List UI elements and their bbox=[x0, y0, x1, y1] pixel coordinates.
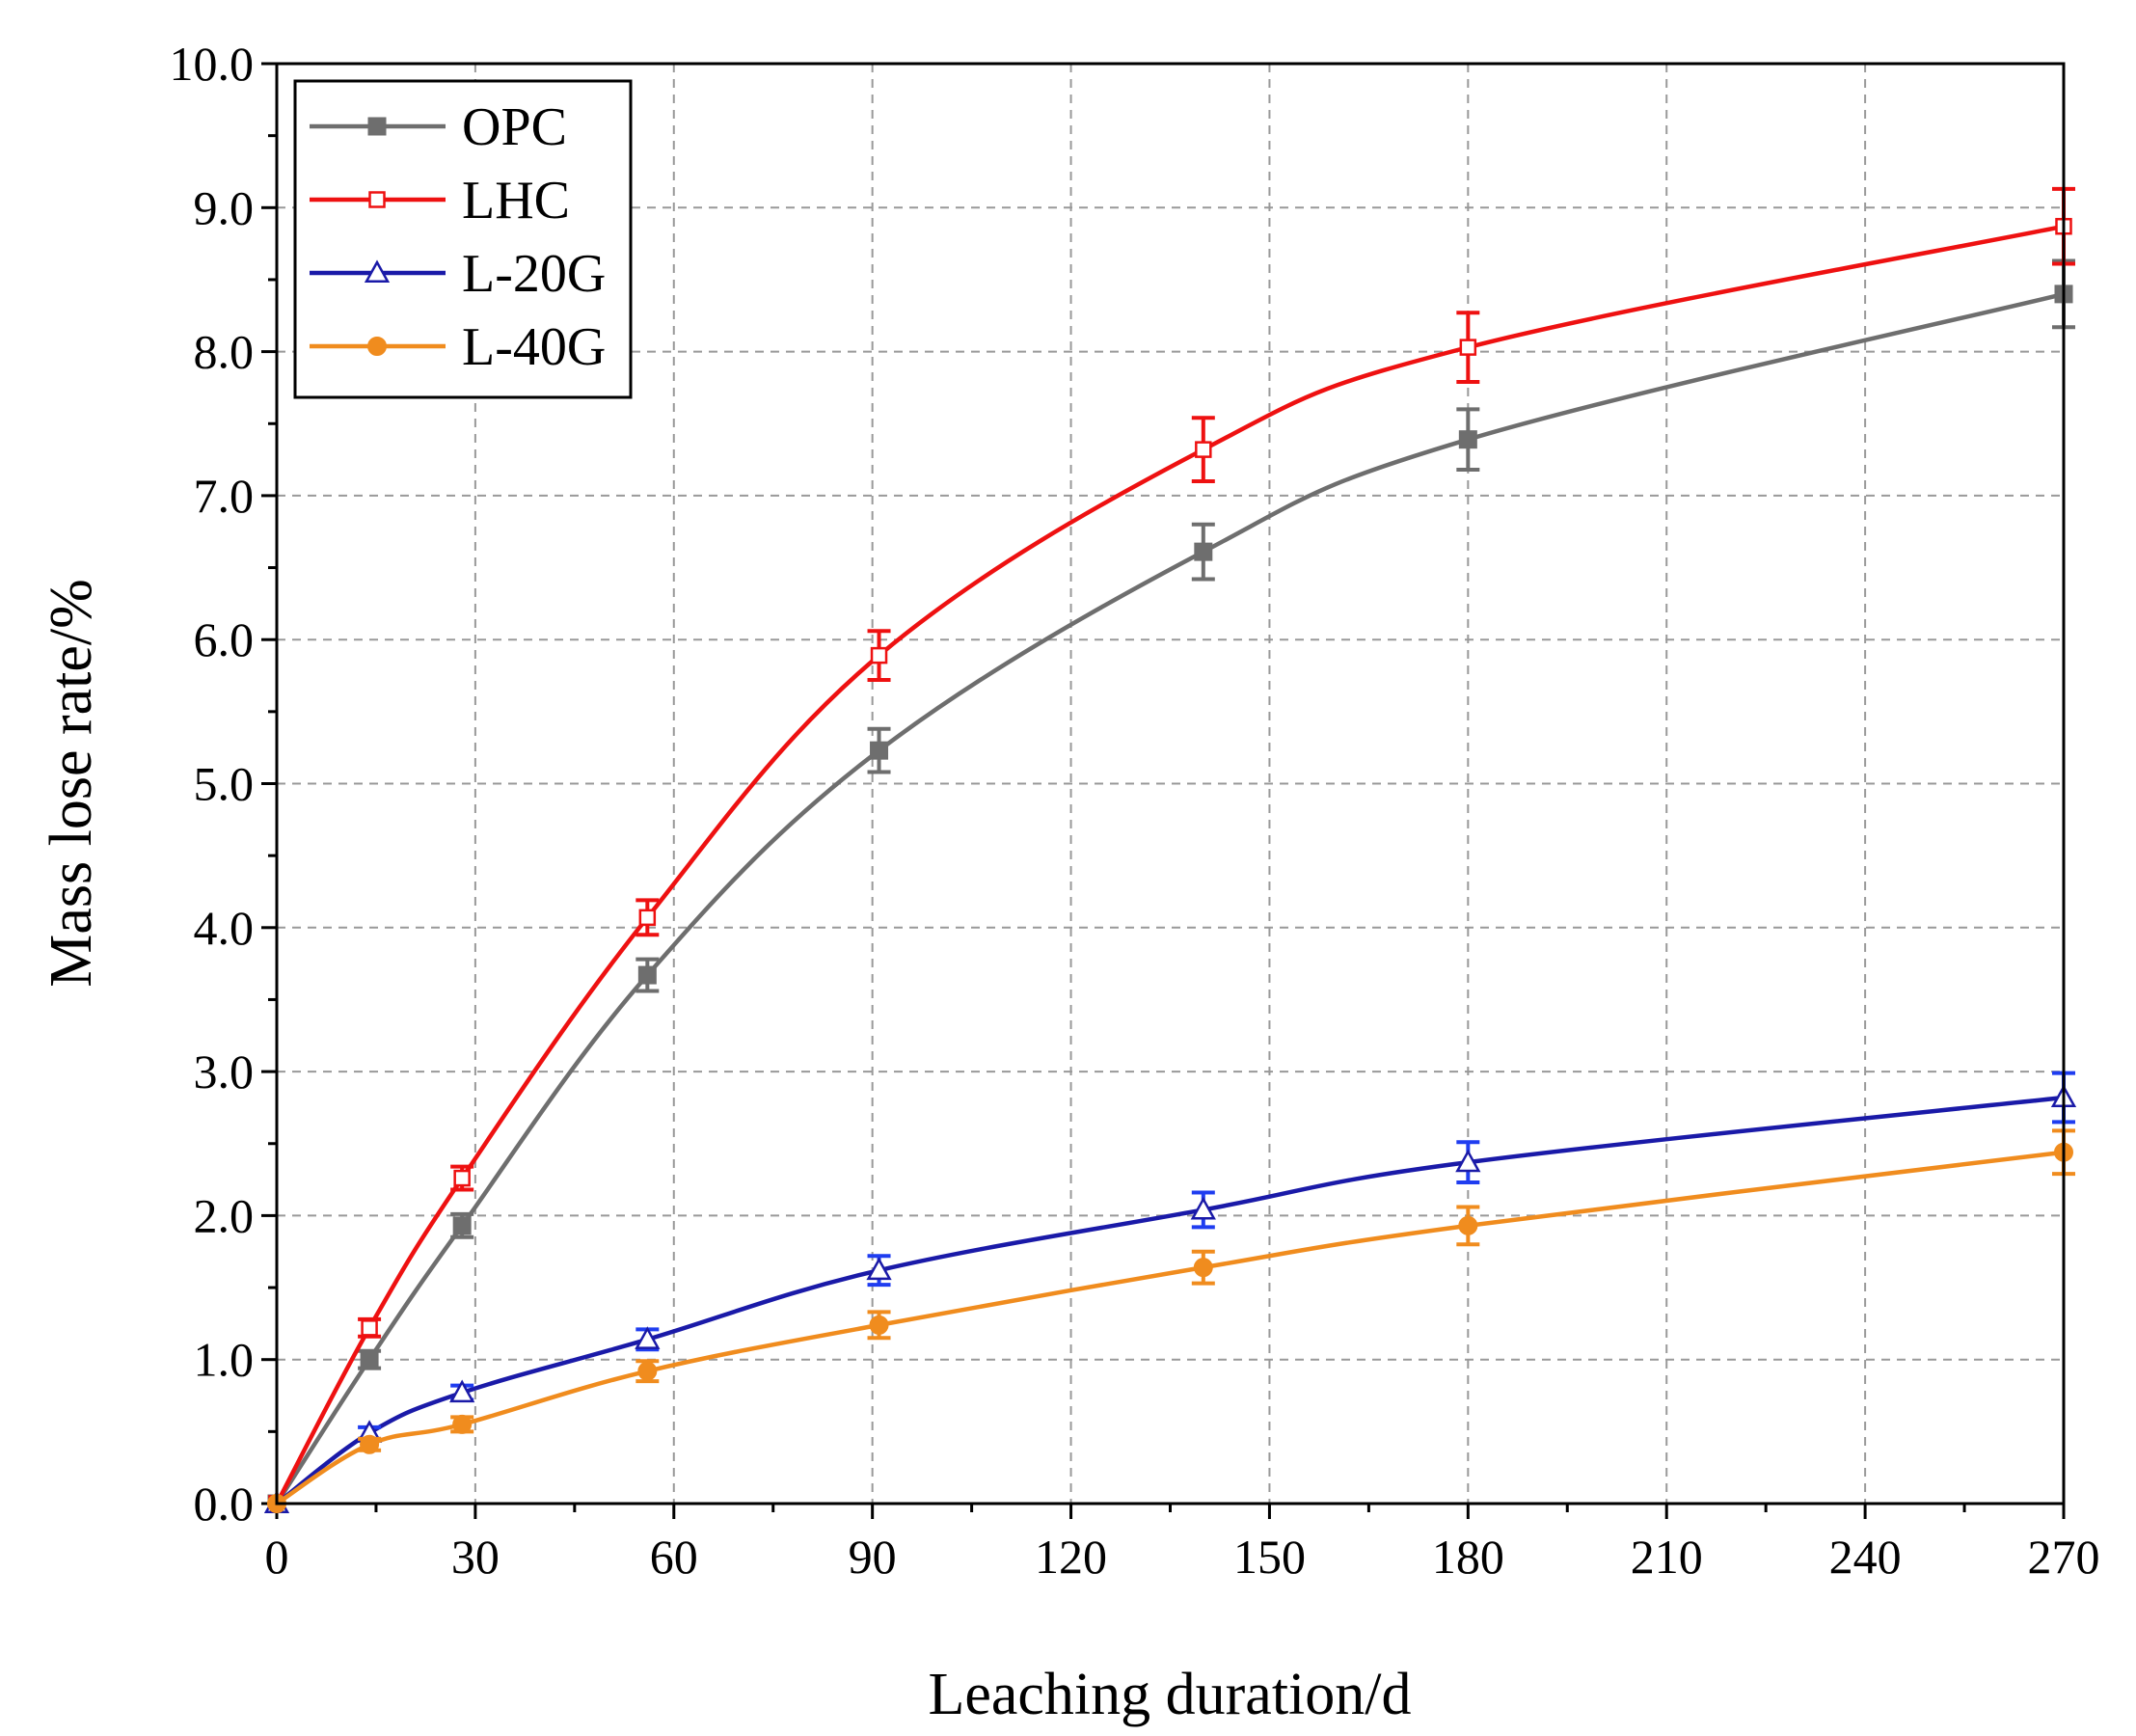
data-point bbox=[1194, 542, 1213, 561]
data-point bbox=[870, 646, 888, 665]
y-tick-label: 9.0 bbox=[194, 180, 255, 234]
legend-marker bbox=[367, 337, 387, 356]
x-axis-title: Leaching duration/d bbox=[929, 1662, 1412, 1727]
x-tick-label: 120 bbox=[1035, 1530, 1107, 1584]
data-point bbox=[1193, 1258, 1213, 1278]
data-point bbox=[635, 1326, 661, 1349]
x-tick-label: 150 bbox=[1233, 1530, 1306, 1584]
data-point bbox=[1195, 441, 1212, 458]
x-tick-label: 90 bbox=[849, 1530, 897, 1584]
data-point bbox=[453, 1169, 471, 1187]
series-l-40g bbox=[267, 1128, 2075, 1513]
legend: OPC LHC L-20G L-40G bbox=[293, 79, 633, 399]
y-axis-title: Mass lose rate/% bbox=[39, 579, 104, 988]
y-tick-label: 1.0 bbox=[194, 1333, 255, 1387]
legend-label: L-40G bbox=[462, 317, 606, 377]
x-tick-label: 240 bbox=[1829, 1530, 1902, 1584]
data-point bbox=[360, 1350, 379, 1370]
data-point bbox=[361, 1319, 378, 1337]
legend-label: L-20G bbox=[462, 244, 606, 304]
y-tick-label: 4.0 bbox=[194, 901, 255, 955]
tick-layer: 0 30 60 90 120 150 180 210 240 270 0.0 1.0 2.0 3.0 4.0… bbox=[170, 37, 2100, 1584]
data-point bbox=[637, 1361, 658, 1381]
y-tick-label: 3.0 bbox=[194, 1044, 255, 1099]
legend-marker bbox=[364, 259, 391, 284]
data-point bbox=[1455, 1149, 1481, 1173]
data-point bbox=[1190, 1196, 1216, 1220]
series-line bbox=[275, 1150, 2065, 1505]
y-tick-label: 7.0 bbox=[194, 469, 255, 523]
legend-label: LHC bbox=[462, 171, 570, 231]
data-point bbox=[1458, 1215, 1478, 1235]
legend-label: OPC bbox=[462, 97, 567, 157]
legend-marker bbox=[368, 191, 386, 208]
x-tick-label: 180 bbox=[1432, 1530, 1504, 1584]
series-layer bbox=[263, 186, 2077, 1514]
y-tick-label: 0.0 bbox=[194, 1477, 255, 1531]
y-tick-label: 10.0 bbox=[170, 37, 255, 91]
y-tick-label: 8.0 bbox=[194, 325, 255, 379]
data-point bbox=[1458, 430, 1477, 449]
series-lhc bbox=[268, 186, 2075, 1512]
x-tick-label: 0 bbox=[265, 1530, 289, 1584]
plot-frame bbox=[275, 62, 2066, 1505]
x-tick-label: 270 bbox=[2028, 1530, 2100, 1584]
y-tick-label: 6.0 bbox=[194, 612, 255, 666]
data-point bbox=[452, 1216, 472, 1235]
y-tick-label: 2.0 bbox=[194, 1188, 255, 1242]
data-point bbox=[452, 1414, 473, 1434]
data-point bbox=[870, 741, 889, 760]
x-tick-label: 210 bbox=[1631, 1530, 1703, 1584]
series-line bbox=[275, 224, 2065, 1505]
data-point bbox=[637, 965, 657, 985]
data-point bbox=[449, 1379, 475, 1403]
series-line bbox=[275, 1095, 2065, 1505]
x-tick-label: 60 bbox=[650, 1530, 698, 1584]
data-point bbox=[869, 1315, 889, 1335]
data-point bbox=[1459, 339, 1477, 356]
legend-marker bbox=[367, 117, 387, 136]
data-point bbox=[638, 909, 657, 927]
series-l-20g bbox=[263, 1071, 2077, 1514]
data-point bbox=[360, 1434, 380, 1454]
data-point bbox=[866, 1257, 892, 1281]
x-tick-label: 30 bbox=[451, 1530, 500, 1584]
y-tick-label: 5.0 bbox=[194, 757, 255, 811]
